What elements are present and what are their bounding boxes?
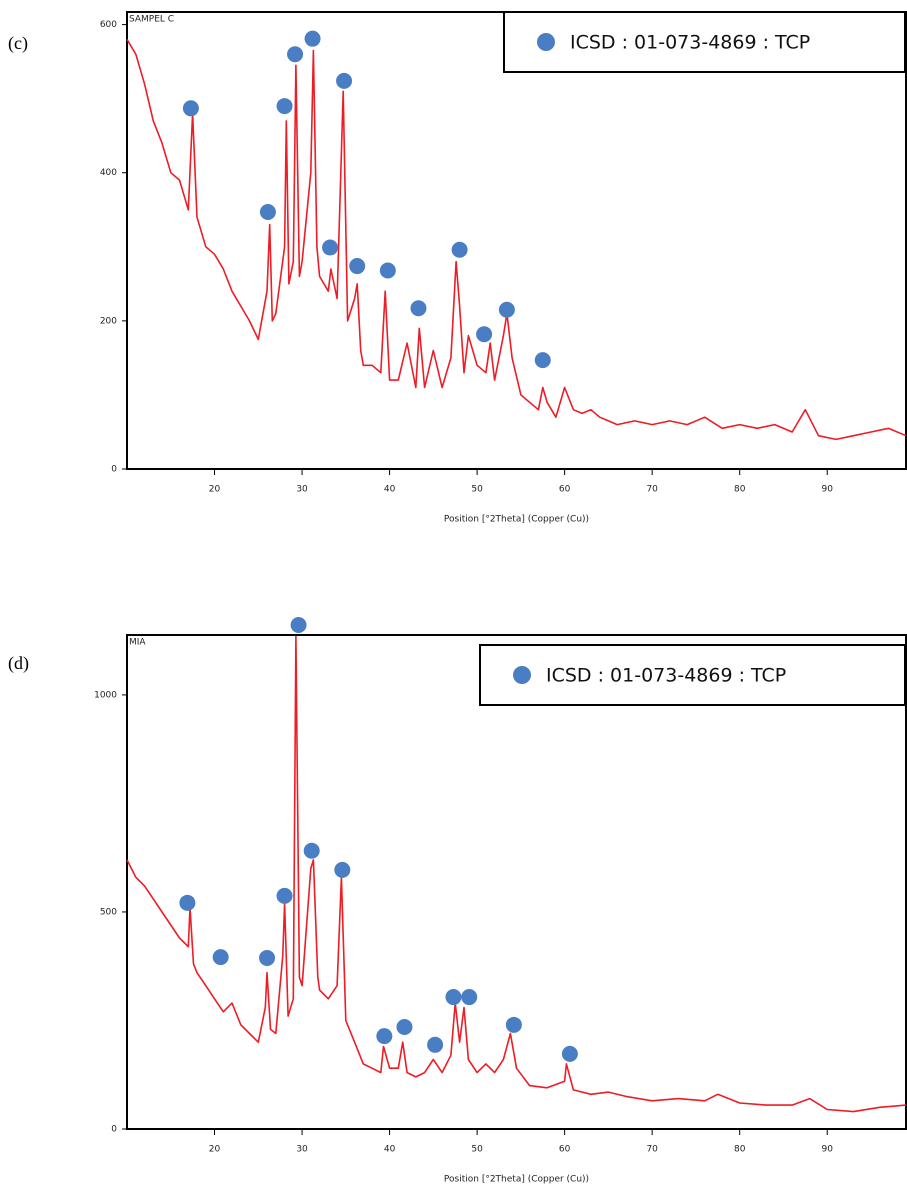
peak-marker xyxy=(498,301,515,318)
peak-marker xyxy=(334,861,351,878)
x-tick-label: 60 xyxy=(559,485,571,495)
peak-marker xyxy=(259,949,276,966)
x-tick-label: 20 xyxy=(209,1145,221,1155)
legend-box xyxy=(479,644,906,706)
legend-label: ICSD : 01-073-4869 : TCP xyxy=(570,32,810,54)
x-tick-label: 60 xyxy=(559,1145,571,1155)
peak-marker xyxy=(505,1016,522,1033)
chart-title: MIA xyxy=(129,638,146,648)
x-tick-label: 70 xyxy=(646,485,658,495)
peak-marker xyxy=(379,262,396,279)
peak-marker xyxy=(179,894,196,911)
peak-marker xyxy=(561,1045,578,1062)
peak-marker xyxy=(276,98,293,115)
x-tick-label: 70 xyxy=(646,1145,658,1155)
peak-marker xyxy=(287,46,304,63)
y-tick-label: 600 xyxy=(100,20,117,30)
peak-marker xyxy=(451,241,468,258)
x-tick-label: 80 xyxy=(734,1145,746,1155)
plot-frame xyxy=(126,634,907,1130)
x-tick-label: 40 xyxy=(384,1145,396,1155)
legend-marker xyxy=(513,666,531,684)
y-tick-label: 200 xyxy=(100,316,117,326)
y-tick-label: 0 xyxy=(111,1125,117,1135)
peak-marker xyxy=(427,1036,444,1053)
peak-marker xyxy=(259,203,276,220)
x-tick-label: 90 xyxy=(821,1145,833,1155)
y-tick-label: 500 xyxy=(100,907,117,917)
xrd-line xyxy=(126,635,907,1113)
peak-marker xyxy=(303,842,320,859)
x-tick-label: 30 xyxy=(296,485,308,495)
y-tick-label: 1000 xyxy=(94,690,117,700)
peak-marker xyxy=(304,30,321,47)
peak-marker xyxy=(212,949,229,966)
peak-marker xyxy=(276,887,293,904)
peak-marker xyxy=(336,72,353,89)
peak-marker xyxy=(290,617,307,634)
panel-label: (d) xyxy=(8,653,29,674)
peak-marker xyxy=(410,300,427,317)
y-tick-label: 0 xyxy=(111,465,117,475)
x-tick-label: 40 xyxy=(384,485,396,495)
plot-frame xyxy=(126,11,907,470)
legend-label: ICSD : 01-073-4869 : TCP xyxy=(546,665,786,687)
legend-box xyxy=(503,11,906,73)
peak-marker xyxy=(476,326,493,343)
xrd-line xyxy=(126,38,907,441)
x-axis-label: Position [°2Theta] (Copper (Cu)) xyxy=(444,1175,589,1185)
legend-marker xyxy=(537,33,555,51)
peak-marker xyxy=(182,100,199,117)
peak-marker xyxy=(376,1028,393,1045)
peak-marker xyxy=(534,352,551,369)
x-axis-label: Position [°2Theta] (Copper (Cu)) xyxy=(444,515,589,525)
x-tick-label: 90 xyxy=(821,485,833,495)
peak-marker xyxy=(396,1018,413,1035)
panel-label: (c) xyxy=(8,33,28,54)
x-tick-label: 80 xyxy=(734,485,746,495)
x-tick-label: 30 xyxy=(296,1145,308,1155)
peak-marker xyxy=(461,989,478,1006)
peak-marker xyxy=(322,239,339,256)
peak-marker xyxy=(445,989,462,1006)
peak-marker xyxy=(349,258,366,275)
y-tick-label: 400 xyxy=(100,168,117,178)
x-tick-label: 50 xyxy=(471,485,483,495)
x-tick-label: 20 xyxy=(209,485,221,495)
x-tick-label: 50 xyxy=(471,1145,483,1155)
chart-title: SAMPEL C xyxy=(129,15,174,25)
